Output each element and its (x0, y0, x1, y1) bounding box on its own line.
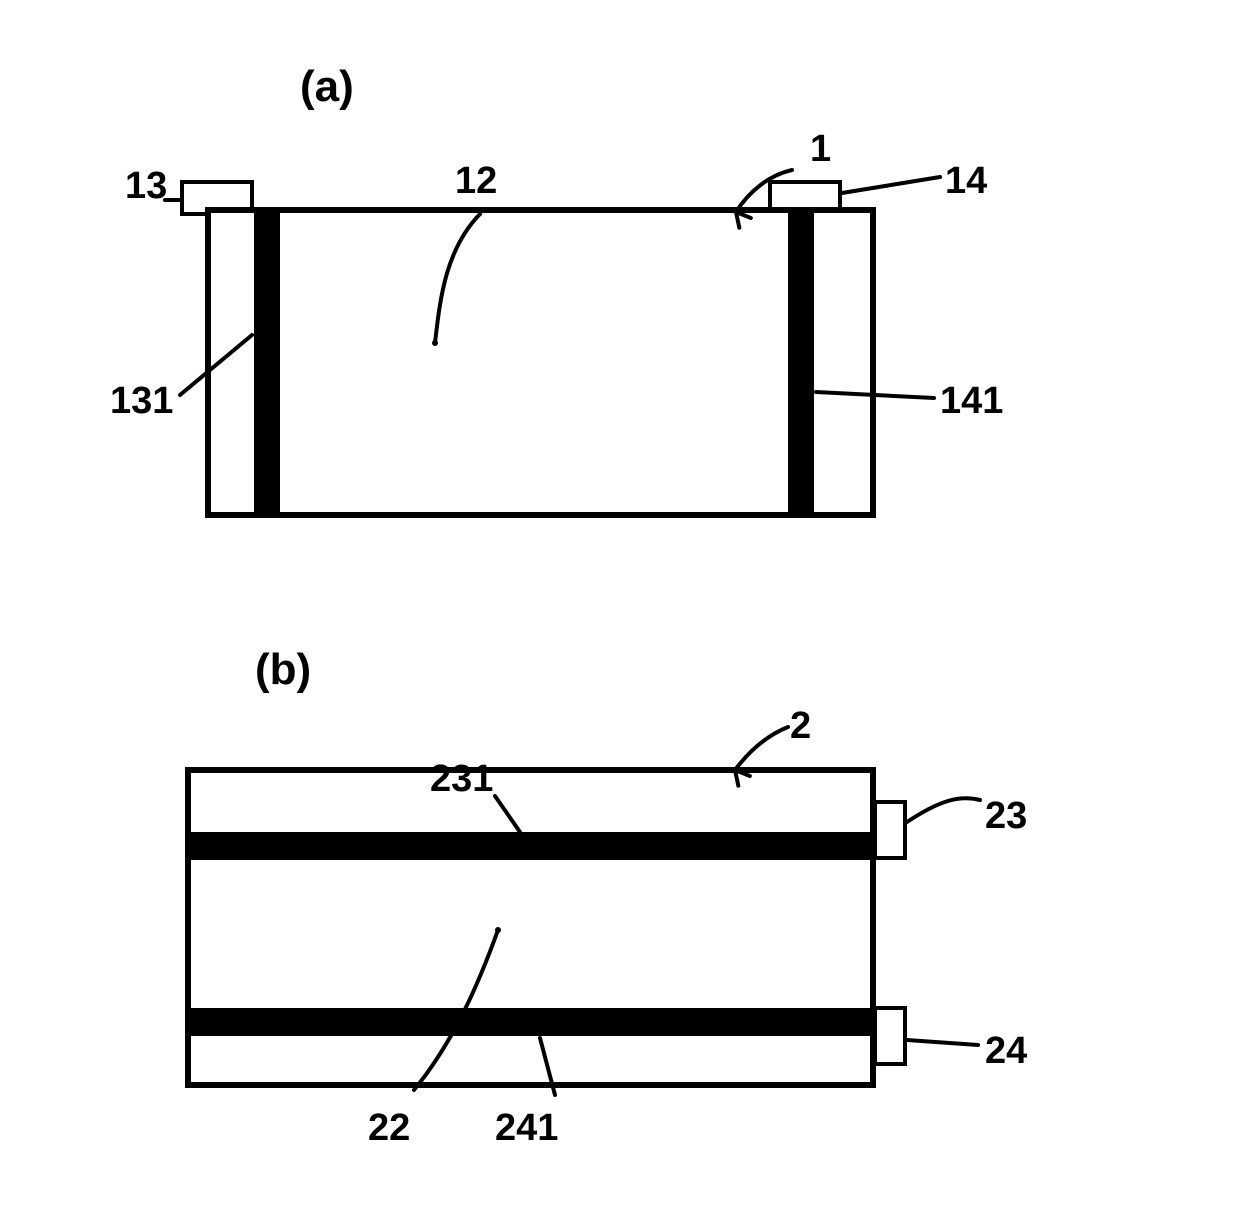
label-241: 241 (495, 1107, 558, 1150)
panel-b-label: (b) (255, 645, 311, 695)
label-23: 23 (985, 795, 1027, 838)
technical-diagram (0, 0, 1236, 1212)
panel-a-label: (a) (300, 62, 354, 112)
label-231: 231 (430, 758, 493, 801)
label-1: 1 (810, 128, 831, 171)
label-131: 131 (110, 380, 173, 423)
label-13: 13 (125, 165, 167, 208)
label-141: 141 (940, 380, 1003, 423)
label-22: 22 (368, 1107, 410, 1150)
label-14: 14 (945, 160, 987, 203)
label-2: 2 (790, 705, 811, 748)
label-12: 12 (455, 160, 497, 203)
label-24: 24 (985, 1030, 1027, 1073)
